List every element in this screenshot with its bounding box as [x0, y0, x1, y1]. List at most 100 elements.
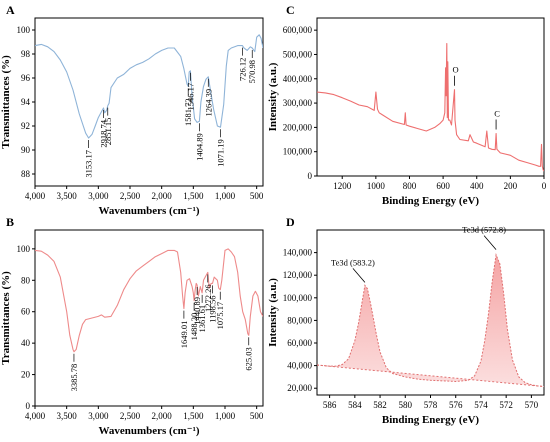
y-tick-label: 40,000: [287, 361, 312, 371]
y-tick-label: 80: [21, 275, 31, 285]
y-tick-label: 0: [26, 401, 31, 411]
y-tick-label: 60,000: [287, 338, 312, 348]
envelope-line: [317, 253, 544, 388]
x-tick-label: 582: [373, 400, 387, 410]
x-tick-label: 1000: [367, 181, 386, 191]
y-axis-label: Transmittances (%): [0, 55, 12, 149]
y-tick-label: 400,000: [283, 74, 313, 84]
annotation-leader: [352, 268, 366, 283]
annotation-leader: [483, 235, 497, 250]
x-axis-label: Wavenumbers (cm⁻¹): [98, 205, 199, 217]
peak-annotation: 1272.26: [203, 284, 213, 312]
y-tick-label: 100,000: [283, 293, 313, 303]
peak-annotation: 1071.19: [216, 139, 226, 167]
y-tick-label: 200,000: [283, 122, 313, 132]
peak-annotation: 1198.56: [207, 295, 217, 322]
x-tick-label: 1,500: [183, 411, 204, 421]
panel-label: D: [286, 215, 295, 229]
peak-annotation: 1488.20: [189, 313, 199, 341]
panel-b: B 4,000 3,500 3,000 2,500 2,000 1,500 1,000 500 0…: [0, 215, 264, 437]
x-tick-label: 3,500: [57, 411, 78, 421]
y-tick-label: 120,000: [283, 270, 313, 280]
y-tick-label: 90: [21, 145, 31, 155]
x-tick-label: 2,500: [120, 191, 141, 201]
plot-area: [35, 248, 263, 353]
peak-annotation: 1404.89: [194, 133, 204, 161]
x-tick-label: 1,000: [215, 411, 236, 421]
y-tick-label: 20: [21, 370, 31, 380]
x-tick-label: 3,000: [88, 191, 109, 201]
x-tick-label: 600: [436, 181, 450, 191]
peak-annotation: 726.12: [237, 58, 247, 81]
peak-annotation: 570.98: [247, 60, 257, 83]
peak-annotation: 2918.74: [99, 119, 109, 147]
peak-annotation: 3153.17: [84, 150, 94, 178]
y-tick-label: 100: [17, 244, 31, 254]
peak-annotation: 2851.15: [103, 118, 113, 146]
x-axis-label: Binding Energy (eV): [382, 414, 480, 426]
x-tick-label: 2,500: [120, 411, 141, 421]
x-tick-label: 1,500: [183, 191, 204, 201]
x-tick-label: 1,000: [215, 191, 236, 201]
peak-annotation: 3385.78: [69, 364, 79, 392]
x-tick-label: 578: [424, 400, 438, 410]
panel-a: A 4,000 3,500 3,000 2,500 2,000 1,500 1,000 500 8…: [0, 3, 264, 217]
spectrum-line: [35, 248, 263, 353]
x-tick-label: 2,000: [152, 411, 173, 421]
panel-d: D 586 584 582 580 578 576 574 572 570 20,000 40,000…: [267, 215, 545, 426]
peak-annotation: 625.03: [244, 347, 254, 370]
x-tick-label: 800: [403, 181, 417, 191]
x-tick-label: 1200: [333, 181, 352, 191]
x-tick-label: 3,000: [88, 411, 109, 421]
plot-area: [35, 34, 263, 139]
x-tick-label: 580: [399, 400, 413, 410]
y-tick-label: 500,000: [283, 49, 313, 59]
y-tick-label: 100: [17, 25, 31, 35]
peak-annotation: 1361.61: [197, 305, 207, 333]
y-tick-label: 88: [21, 169, 31, 179]
x-tick-label: 572: [499, 400, 513, 410]
y-tick-label: 0: [308, 171, 313, 181]
x-tick-label: 576: [449, 400, 463, 410]
x-tick-label: 4,000: [25, 191, 46, 201]
y-axis-label: Intensity (a.u.): [267, 62, 279, 131]
peak-annotation: 1581.72: [183, 98, 193, 126]
x-tick-label: 4,000: [25, 411, 46, 421]
peak-annotation: Te3d (583.2): [331, 257, 375, 267]
y-tick-label: 600,000: [283, 25, 313, 35]
y-tick-label: 92: [21, 121, 30, 131]
plot-area: [317, 253, 544, 388]
x-tick-label: 400: [470, 181, 484, 191]
y-tick-label: 100,000: [283, 147, 313, 157]
x-tick-label: 500: [250, 191, 264, 201]
x-tick-label: 0: [542, 181, 547, 191]
x-axis-label: Wavenumbers (cm⁻¹): [98, 425, 199, 437]
y-axis-label: Intensity (a.u.): [267, 278, 279, 347]
spectrum-line: [317, 42, 544, 172]
x-tick-label: 500: [250, 411, 264, 421]
y-tick-label: 20,000: [287, 383, 312, 393]
y-tick-label: 40: [21, 338, 31, 348]
plot-frame: [34, 17, 264, 187]
plot-frame: [34, 229, 264, 407]
x-tick-label: 584: [348, 400, 362, 410]
peak-annotation: 1440.89: [192, 297, 202, 325]
y-tick-label: 60: [21, 307, 31, 317]
x-tick-label: 570: [525, 400, 539, 410]
plot-frame: [316, 17, 545, 177]
peak-area: [317, 254, 544, 387]
x-tick-label: 2,000: [152, 191, 173, 201]
y-tick-label: 300,000: [283, 98, 313, 108]
y-axis-label: Transmittances (%): [0, 271, 12, 365]
peak-annotation: C: [494, 108, 500, 118]
y-tick-label: 140,000: [283, 248, 313, 258]
panel-c: C 1200 1000 800 600 400 200 0 0 100,000 200,000 300…: [267, 3, 547, 207]
x-tick-label: 574: [474, 400, 488, 410]
y-tick-label: 98: [21, 49, 31, 59]
x-axis-label: Binding Energy (eV): [382, 195, 480, 207]
y-tick-label: 96: [21, 73, 31, 83]
peak-annotation: Te3d (572.8): [462, 225, 506, 235]
peak-annotation: 1075.17: [215, 302, 225, 330]
panel-label: C: [286, 3, 295, 17]
